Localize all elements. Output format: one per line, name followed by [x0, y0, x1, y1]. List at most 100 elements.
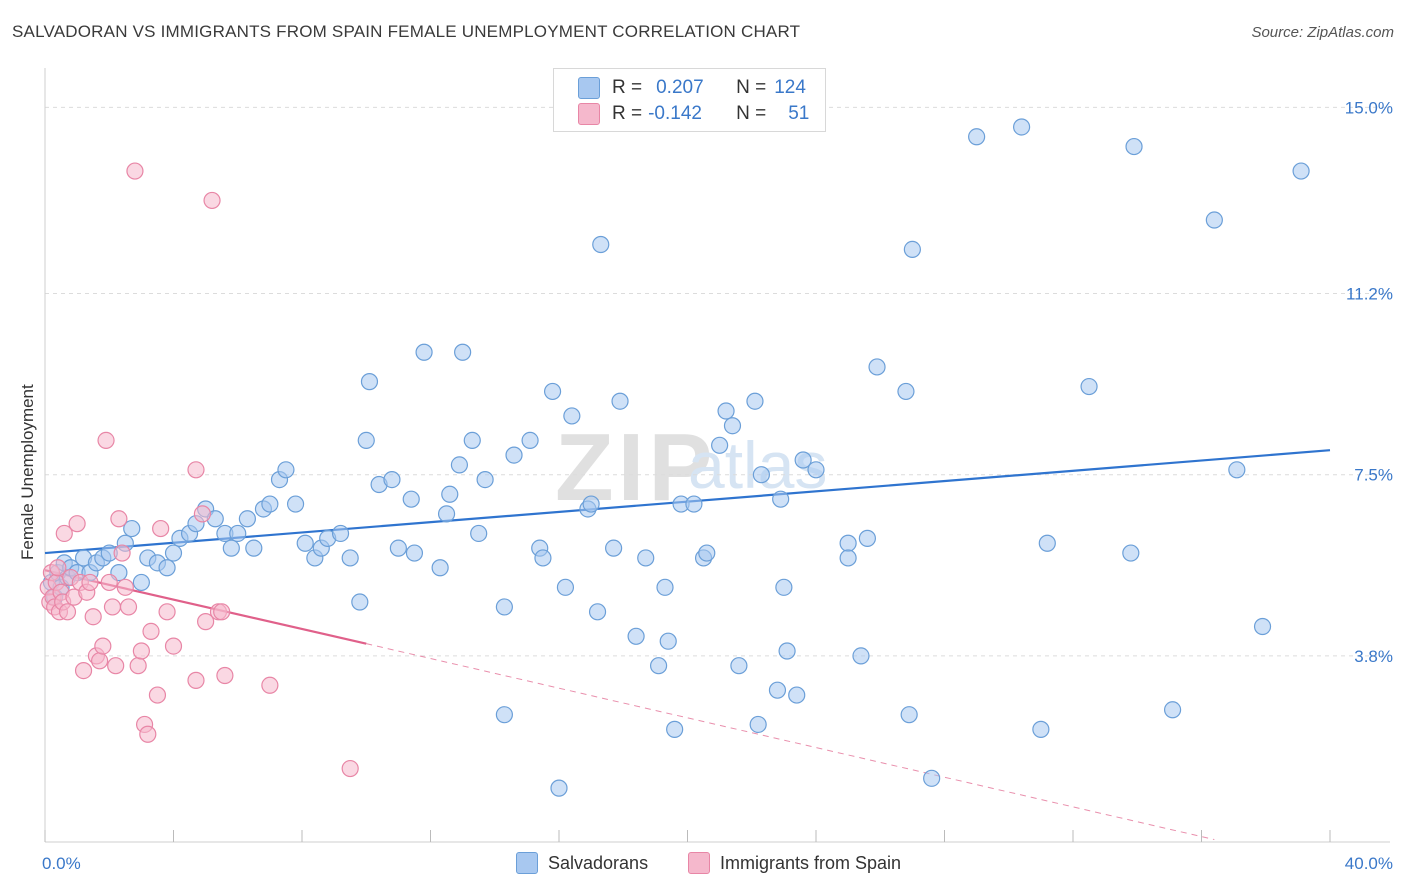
spain-point [152, 519, 170, 538]
salvadorans-point [746, 392, 764, 410]
spain-point [116, 578, 134, 596]
salvadorans-point [1292, 162, 1310, 180]
spain-point [74, 661, 93, 680]
spain-point [261, 676, 279, 694]
salvadorans-point [588, 603, 607, 621]
salvadorans-point [556, 578, 575, 596]
salvadorans-point [772, 490, 790, 508]
spain-point [84, 608, 102, 626]
spain-point [100, 573, 118, 592]
salvadorans-point [123, 519, 141, 538]
data-points [39, 118, 1310, 797]
salvadorans-swatch [578, 77, 600, 99]
spain-point [94, 637, 112, 655]
salvadorans-point [1038, 534, 1056, 552]
stats-legend: R = 0.207 N = 124 R = -0.142 N = 51 [553, 68, 826, 132]
salvadorans-point [1032, 720, 1050, 738]
salvadorans-point [463, 431, 481, 450]
salvadorans-point [637, 549, 655, 567]
salvadorans-point [788, 686, 806, 704]
salvadorans-point [897, 382, 915, 401]
salvadorans-point [383, 470, 401, 489]
stats-row-spain: R = -0.142 N = 51 [578, 101, 809, 127]
spain-point [148, 686, 167, 704]
chart-title: SALVADORAN VS IMMIGRANTS FROM SPAIN FEMA… [12, 22, 801, 41]
salvadorans-point [968, 128, 986, 146]
legend-swatch-spain [688, 852, 710, 874]
salvadorans-point [450, 456, 469, 474]
spain-point [113, 544, 131, 562]
salvadorans-point [656, 578, 674, 596]
spain-point [187, 671, 205, 689]
n-value: 51 [788, 103, 810, 124]
spain-point [203, 191, 221, 210]
salvadorans-point [1125, 137, 1143, 156]
bottom-legend: Salvadorans Immigrants from Spain [0, 852, 1406, 876]
spain-point [216, 666, 234, 685]
source-label: Source: ZipAtlas.com [1251, 24, 1394, 41]
salvadorans-point [431, 559, 449, 577]
salvadorans-point [698, 544, 716, 562]
salvadorans-point [534, 549, 552, 567]
salvadorans-point [405, 544, 424, 562]
spain-trend-extension [366, 643, 1215, 841]
spain-point [107, 657, 125, 675]
x-tick-label: 40.0% [1345, 854, 1393, 873]
salvadorans-point [437, 505, 456, 523]
spain-point [187, 461, 205, 479]
r-value: -0.142 [648, 103, 702, 124]
salvadorans-point [666, 720, 684, 738]
r-label: R = [612, 103, 643, 124]
salvadorans-point [839, 549, 857, 567]
salvadorans-point [582, 495, 600, 513]
grid-lines [45, 106, 1390, 657]
salvadorans-point [357, 431, 375, 450]
salvadorans-point [351, 593, 369, 611]
salvadorans-point [768, 681, 787, 699]
n-value: 124 [774, 77, 806, 98]
salvadorans-point [852, 647, 870, 665]
salvadorans-point [521, 431, 539, 450]
salvadorans-point [495, 598, 513, 616]
stats-row-salvadorans: R = 0.207 N = 124 [578, 75, 806, 101]
spain-point [132, 642, 150, 660]
salvadorans-point [730, 657, 748, 675]
salvadorans-point [331, 524, 350, 543]
spain-point [126, 162, 144, 180]
salvadorans-point [685, 495, 703, 513]
spain-point [68, 515, 86, 533]
salvadorans-point [238, 510, 256, 528]
salvadorans-point [454, 343, 472, 361]
salvadorans-point [778, 642, 796, 660]
salvadorans-point [711, 436, 729, 454]
spain-point [164, 637, 183, 655]
salvadorans-point [592, 235, 610, 254]
salvadorans-point [1163, 701, 1182, 719]
legend-label: Immigrants from Spain [720, 852, 902, 873]
salvadorans-point [402, 490, 420, 508]
spain-point [49, 559, 67, 577]
spain-point [110, 510, 128, 528]
spain-point [58, 603, 77, 621]
spain-point [97, 431, 115, 450]
n-label: N = [736, 103, 767, 124]
salvadorans-point [286, 495, 305, 513]
spain-point [55, 524, 73, 543]
salvadorans-point [923, 769, 941, 787]
salvadorans-point [476, 470, 494, 489]
x-tick-labels: 0.0% 40.0% [42, 854, 1393, 873]
y-tick-labels: 3.8% 7.5% 11.2% 15.0% [1345, 98, 1393, 666]
legend-item-salvadorans[interactable]: Salvadorans [516, 852, 648, 874]
salvadorans-point [900, 706, 918, 724]
salvadorans-point [158, 559, 176, 577]
spain-point [129, 657, 147, 675]
salvadorans-point [659, 632, 677, 650]
salvadorans-point [627, 627, 645, 645]
salvadorans-point [611, 392, 629, 410]
salvadorans-point [1080, 377, 1098, 396]
spain-point [213, 603, 231, 621]
salvadorans-point [505, 446, 523, 464]
legend-item-spain[interactable]: Immigrants from Spain [688, 852, 901, 874]
legend-swatch-salvadorans [516, 852, 538, 874]
